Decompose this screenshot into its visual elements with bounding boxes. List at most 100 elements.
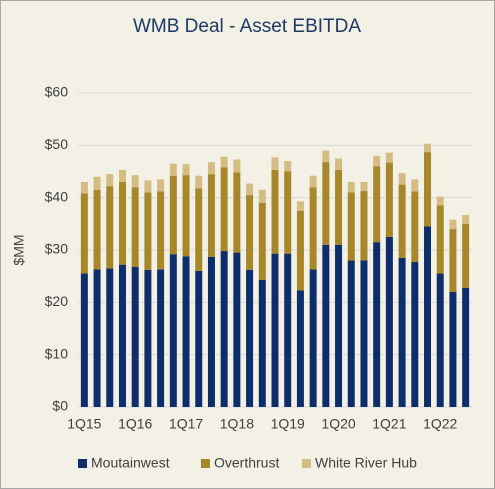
bar-segment — [335, 169, 343, 245]
bar-segment — [258, 202, 266, 280]
bar-segment — [411, 191, 419, 263]
bar-segment — [322, 162, 330, 245]
y-tick-label: $30 — [45, 241, 69, 257]
bar-segment — [144, 269, 152, 407]
bar-segment — [118, 169, 126, 182]
y-tick-label: $10 — [45, 345, 69, 361]
bar-segment — [195, 188, 203, 271]
y-tick-label: $20 — [45, 293, 69, 309]
bar-segment — [385, 152, 393, 163]
y-tick-label: $40 — [45, 188, 69, 204]
bar-segment — [424, 143, 432, 153]
bar-segment — [296, 290, 304, 407]
bar-segment — [195, 270, 203, 407]
bar-segment — [335, 158, 343, 170]
bar-segment — [347, 192, 355, 261]
bar-segment — [424, 152, 432, 227]
bar-segment — [169, 175, 177, 255]
bar-segment — [246, 183, 254, 196]
x-tick-label: 1Q17 — [169, 416, 203, 432]
bar-segment — [233, 252, 241, 407]
legend-label: Moutainwest — [91, 455, 170, 471]
bar-segment — [462, 223, 470, 288]
bar-segment — [144, 192, 152, 270]
bar-segment — [436, 196, 444, 206]
x-tick-label: 1Q20 — [321, 416, 355, 432]
bar-segment — [106, 174, 114, 187]
bar-segment — [157, 191, 165, 270]
x-tick-label: 1Q15 — [67, 416, 101, 432]
bar-segment — [93, 176, 101, 190]
bar-segment — [436, 205, 444, 274]
bar-segment — [169, 254, 177, 407]
bar-segment — [131, 187, 139, 267]
x-tick-label: 1Q16 — [118, 416, 152, 432]
bar-segment — [258, 189, 266, 203]
bar-segment — [449, 229, 457, 292]
bar-segment — [80, 181, 88, 194]
bar-segment — [284, 171, 292, 254]
bar-segment — [398, 184, 406, 258]
bar-segment — [93, 269, 101, 407]
bar-segment — [131, 175, 139, 188]
bar-segment — [335, 244, 343, 407]
chart-title: WMB Deal - Asset EBITDA — [133, 16, 361, 37]
bar-segment — [182, 256, 190, 407]
legend-swatch — [201, 459, 210, 468]
bar-segment — [385, 236, 393, 407]
bar-segment — [80, 193, 88, 274]
bar-segment — [258, 279, 266, 407]
bar-segment — [296, 210, 304, 291]
bar-segment — [449, 219, 457, 230]
x-tick-label: 1Q22 — [423, 416, 457, 432]
bar-segment — [373, 242, 381, 407]
bar-segment — [118, 181, 126, 265]
bar-segment — [106, 268, 114, 407]
bar-segment — [207, 256, 215, 407]
x-tick-label: 1Q21 — [372, 416, 406, 432]
bar-segment — [195, 175, 203, 189]
bar-segment — [271, 169, 279, 254]
bar-segment — [309, 187, 317, 270]
y-tick-label: $0 — [52, 398, 68, 414]
y-tick-label: $60 — [45, 84, 69, 100]
bar-segment — [424, 226, 432, 407]
bar-segment — [157, 179, 165, 192]
bar-segment — [360, 260, 368, 407]
bar-segment — [347, 181, 355, 193]
bar-segment — [118, 264, 126, 407]
bar-segment — [284, 253, 292, 407]
legend-swatch — [78, 459, 87, 468]
bar-segment — [309, 175, 317, 188]
bar-segment — [398, 173, 406, 185]
bar-segment — [169, 163, 177, 176]
bar-segment — [233, 172, 241, 253]
bar-segment — [309, 269, 317, 407]
bar-segment — [144, 180, 152, 193]
bar-segment — [271, 157, 279, 170]
bar-segment — [182, 164, 190, 176]
bar-segment — [271, 253, 279, 407]
legend-swatch — [302, 459, 311, 468]
bar-segment — [131, 266, 139, 407]
bar-segment — [182, 175, 190, 257]
bar-segment — [449, 291, 457, 407]
bar-segment — [411, 262, 419, 407]
bar-segment — [398, 257, 406, 407]
y-axis-label: $MM — [11, 234, 27, 265]
bar-segment — [462, 214, 470, 224]
bar-segment — [373, 155, 381, 167]
bar-segment — [93, 189, 101, 270]
bar-segment — [246, 195, 254, 270]
bar-segment — [246, 269, 254, 407]
bar-segment — [207, 174, 215, 257]
y-tick-label: $50 — [45, 136, 69, 152]
bar-segment — [106, 186, 114, 269]
bar-segment — [322, 150, 330, 163]
bar-segment — [157, 269, 165, 407]
bar-segment — [220, 251, 228, 407]
bar-segment — [322, 244, 330, 407]
bar-segment — [385, 162, 393, 237]
